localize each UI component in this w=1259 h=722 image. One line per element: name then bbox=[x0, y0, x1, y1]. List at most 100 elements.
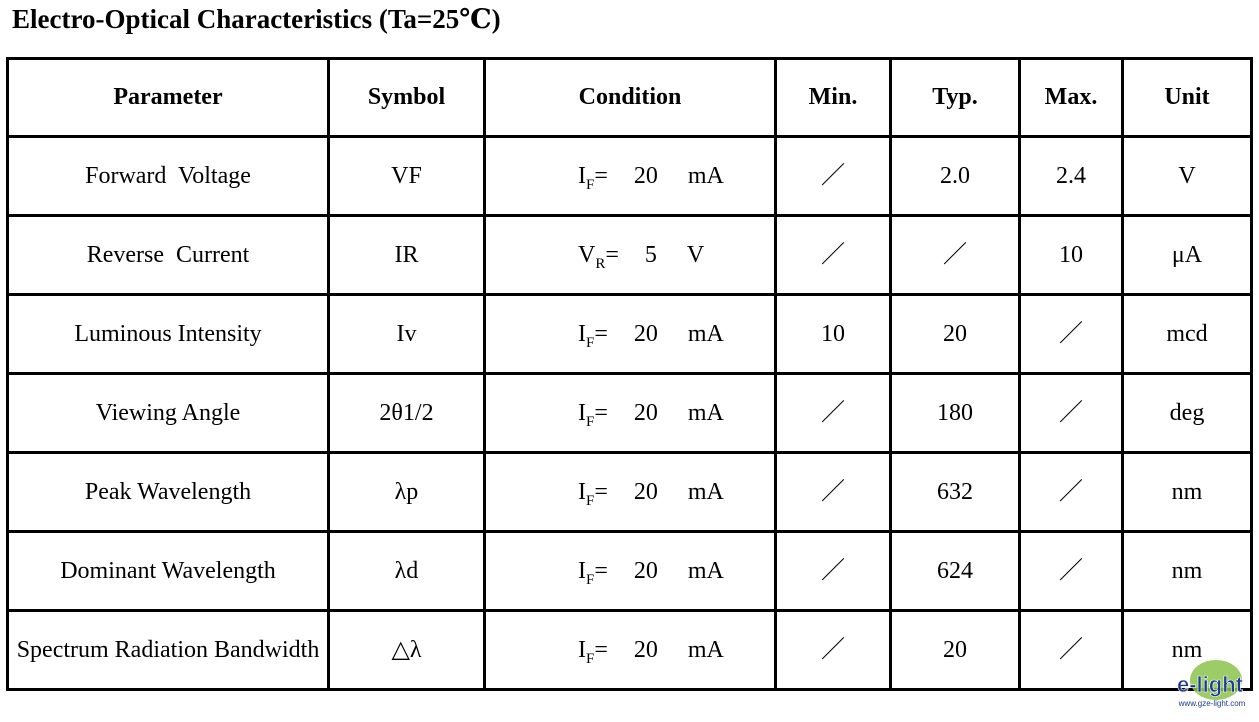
unit-cell: V bbox=[1121, 135, 1253, 217]
max-cell: ／ bbox=[1018, 451, 1124, 533]
min-cell: ／ bbox=[774, 135, 892, 217]
min-cell: ／ bbox=[774, 451, 892, 533]
symbol-cell: λp bbox=[327, 451, 486, 533]
condition-value: 20 bbox=[633, 320, 658, 347]
typ-cell: 20 bbox=[889, 609, 1021, 691]
condition-symbol: I bbox=[578, 557, 586, 584]
condition-cell: VR= 5 V bbox=[483, 214, 777, 296]
logo-url: www.gze-light.com bbox=[1178, 699, 1246, 708]
condition-value: 20 bbox=[633, 162, 658, 189]
max-cell: ／ bbox=[1018, 609, 1124, 691]
header-cell: Unit bbox=[1121, 57, 1253, 138]
condition-unit: V bbox=[686, 241, 705, 268]
condition-sign: = bbox=[594, 399, 608, 426]
condition-subscript: F bbox=[586, 176, 595, 193]
logo-text: e-light bbox=[1177, 672, 1244, 697]
condition-cell: IF= 20 mA bbox=[483, 451, 777, 533]
typ-cell: ／ bbox=[889, 214, 1021, 296]
condition-subscript: F bbox=[586, 334, 595, 351]
max-cell: 2.4 bbox=[1018, 135, 1124, 217]
condition-cell: IF= 20 mA bbox=[483, 293, 777, 375]
parameter-cell: Forward Voltage bbox=[6, 135, 330, 217]
condition-cell: IF= 20 mA bbox=[483, 609, 777, 691]
condition-subscript: F bbox=[586, 413, 595, 430]
condition-cell: IF= 20 mA bbox=[483, 135, 777, 217]
symbol-cell: △λ bbox=[327, 609, 486, 691]
condition-unit: mA bbox=[687, 557, 724, 584]
typ-cell: 2.0 bbox=[889, 135, 1021, 217]
parameter-cell: Spectrum Radiation Bandwidth bbox=[6, 609, 330, 691]
typ-cell: 624 bbox=[889, 530, 1021, 612]
condition-unit: mA bbox=[687, 478, 724, 505]
condition-sign: = bbox=[594, 320, 608, 347]
max-cell: ／ bbox=[1018, 372, 1124, 454]
min-cell: ／ bbox=[774, 530, 892, 612]
parameter-cell: Luminous Intensity bbox=[6, 293, 330, 375]
unit-cell: nm bbox=[1121, 530, 1253, 612]
symbol-cell: Iv bbox=[327, 293, 486, 375]
table-row: Forward Voltage VF IF= 20 mA ／ 2.0 2.4 V bbox=[6, 135, 1253, 217]
symbol-cell: VF bbox=[327, 135, 486, 217]
condition-symbol: V bbox=[578, 241, 596, 268]
condition-sign: = bbox=[594, 636, 608, 663]
condition-symbol: I bbox=[578, 320, 586, 347]
unit-cell: μA bbox=[1121, 214, 1253, 296]
condition-symbol: I bbox=[578, 636, 586, 663]
min-cell: ／ bbox=[774, 214, 892, 296]
unit-cell: nm bbox=[1121, 451, 1253, 533]
table-row: Spectrum Radiation Bandwidth △λ IF= 20 mA ／ 20… bbox=[6, 609, 1253, 691]
unit-cell: mcd bbox=[1121, 293, 1253, 375]
condition-sign: = bbox=[594, 478, 608, 505]
condition-unit: mA bbox=[687, 320, 724, 347]
typ-cell: 632 bbox=[889, 451, 1021, 533]
title: Electro-Optical Characteristics (Ta=25℃) bbox=[12, 4, 501, 34]
condition-value: 20 bbox=[633, 399, 658, 426]
table-row: Peak Wavelength λp IF= 20 mA ／ 632 ／ nm bbox=[6, 451, 1253, 533]
condition-unit: mA bbox=[687, 399, 724, 426]
parameter-cell: Reverse Current bbox=[6, 214, 330, 296]
parameter-cell: Viewing Angle bbox=[6, 372, 330, 454]
condition-unit: mA bbox=[687, 162, 724, 189]
symbol-cell: IR bbox=[327, 214, 486, 296]
condition-subscript: F bbox=[586, 571, 595, 588]
condition-subscript: R bbox=[595, 255, 606, 272]
max-cell: ／ bbox=[1018, 293, 1124, 375]
table-row: Luminous Intensity Iv IF= 20 mA 10 20 ／ mcd bbox=[6, 293, 1253, 375]
header-row: Parameter Symbol Condition Min. Typ. Max. Unit bbox=[6, 57, 1253, 138]
max-cell: 10 bbox=[1018, 214, 1124, 296]
table-row: Reverse Current IR VR= 5 V ／／ 10 μA bbox=[6, 214, 1253, 296]
parameter-cell: Dominant Wavelength bbox=[6, 530, 330, 612]
condition-value: 20 bbox=[633, 636, 658, 663]
header-cell: Max. bbox=[1018, 57, 1124, 138]
symbol-cell: λd bbox=[327, 530, 486, 612]
table-row: Viewing Angle 2θ1/2 IF= 20 mA ／ 180 ／ deg bbox=[6, 372, 1253, 454]
condition-value: 5 bbox=[644, 241, 657, 268]
watermark: e-light www.gze-light.com bbox=[1177, 660, 1246, 708]
condition-symbol: I bbox=[578, 399, 586, 426]
header-cell: Condition bbox=[483, 57, 777, 138]
condition-subscript: F bbox=[586, 492, 595, 509]
condition-sign: = bbox=[594, 557, 608, 584]
header-cell: Typ. bbox=[889, 57, 1021, 138]
condition-subscript: F bbox=[586, 650, 595, 667]
condition-symbol: I bbox=[578, 162, 586, 189]
header-cell: Parameter bbox=[6, 57, 330, 138]
min-cell: ／ bbox=[774, 609, 892, 691]
characteristics-table: Parameter Symbol Condition Min. Typ. Max. Unit… bbox=[6, 57, 1253, 691]
min-cell: 10 bbox=[774, 293, 892, 375]
typ-cell: 20 bbox=[889, 293, 1021, 375]
table-row: Dominant Wavelength λd IF= 20 mA ／ 624 ／ nm bbox=[6, 530, 1253, 612]
logo-shape bbox=[1190, 660, 1242, 700]
condition-symbol: I bbox=[578, 478, 586, 505]
header-cell: Min. bbox=[774, 57, 892, 138]
typ-cell: 180 bbox=[889, 372, 1021, 454]
min-cell: ／ bbox=[774, 372, 892, 454]
condition-sign: = bbox=[605, 241, 619, 268]
condition-value: 20 bbox=[633, 478, 658, 505]
condition-cell: IF= 20 mA bbox=[483, 530, 777, 612]
condition-value: 20 bbox=[633, 557, 658, 584]
condition-unit: mA bbox=[687, 636, 724, 663]
max-cell: ／ bbox=[1018, 530, 1124, 612]
parameter-cell: Peak Wavelength bbox=[6, 451, 330, 533]
